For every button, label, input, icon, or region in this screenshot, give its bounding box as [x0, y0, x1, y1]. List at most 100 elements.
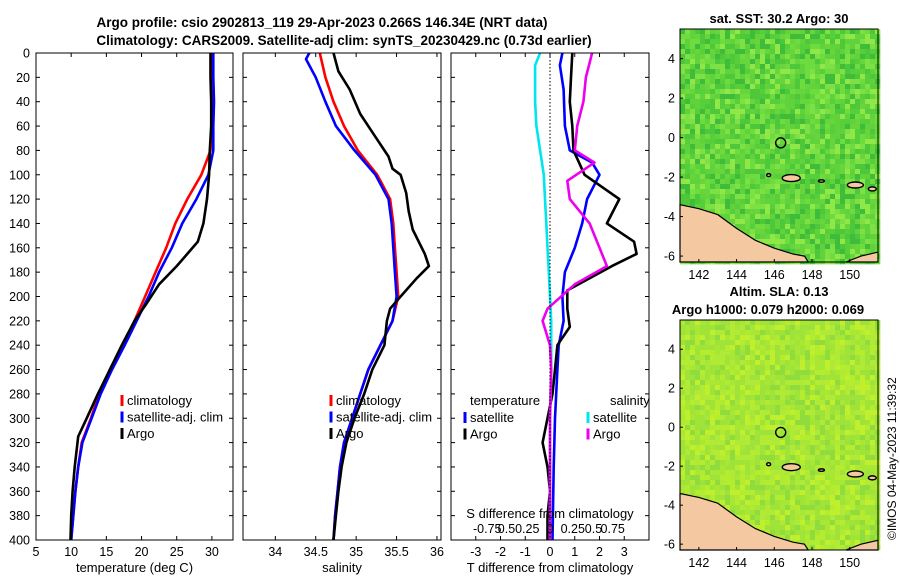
map-cell — [850, 144, 856, 150]
map-cell — [825, 234, 831, 240]
map-cell — [820, 254, 826, 260]
map-cell — [695, 159, 701, 165]
map-cell — [835, 425, 841, 431]
map-cell — [730, 495, 736, 501]
map-cell — [725, 385, 731, 391]
map-cell — [780, 194, 786, 200]
map-cell — [780, 355, 786, 361]
map-cell — [785, 450, 791, 456]
map-cell — [715, 49, 721, 55]
map-cell — [845, 204, 851, 210]
map-cell — [700, 129, 706, 135]
map-cell — [755, 149, 761, 155]
map-cell — [830, 425, 836, 431]
map-cell — [805, 435, 811, 441]
map-cell — [835, 159, 841, 165]
map-cell — [810, 94, 816, 100]
map-cell — [725, 400, 731, 406]
map-cell — [770, 395, 776, 401]
map-cell — [725, 194, 731, 200]
map-cell — [710, 480, 716, 486]
map-cell — [805, 189, 811, 195]
map-cell — [720, 435, 726, 441]
map-cell — [815, 515, 821, 521]
map-cell — [825, 470, 831, 476]
map-cell — [760, 224, 766, 230]
series-line-temperature-argo — [541, 53, 638, 540]
map-cell — [765, 44, 771, 50]
map-cell — [705, 455, 711, 461]
map-cell — [690, 74, 696, 80]
map-cell — [845, 450, 851, 456]
map-cell — [730, 330, 736, 336]
map-cell — [750, 395, 756, 401]
map-cell — [740, 340, 746, 346]
map-cell — [765, 410, 771, 416]
series-line-argo — [332, 53, 431, 540]
map-cell — [855, 510, 861, 516]
map-cell — [720, 415, 726, 421]
legend-label: Argo — [336, 426, 363, 441]
map-cell — [685, 460, 691, 466]
map-cell — [785, 144, 791, 150]
map-cell — [690, 129, 696, 135]
map-cell — [815, 470, 821, 476]
map-cell — [775, 435, 781, 441]
map-cell — [690, 345, 696, 351]
map-cell — [850, 209, 856, 215]
map-cell — [790, 480, 796, 486]
map-cell — [690, 189, 696, 195]
map-cell — [685, 390, 691, 396]
map-cell — [765, 144, 771, 150]
map-cell — [800, 239, 806, 245]
map-cell — [865, 129, 871, 135]
map-cell — [740, 450, 746, 456]
map-cell — [745, 375, 751, 381]
map-cell — [835, 520, 841, 526]
map-cell — [785, 475, 791, 481]
map-cell — [730, 164, 736, 170]
map-cell — [745, 480, 751, 486]
map-cell — [720, 495, 726, 501]
map-cell — [770, 330, 776, 336]
map-cell — [750, 500, 756, 506]
map-cell — [770, 475, 776, 481]
map-cell — [825, 400, 831, 406]
map-cell — [785, 530, 791, 536]
map-cell — [775, 485, 781, 491]
map-cell — [855, 390, 861, 396]
map-cell — [840, 89, 846, 95]
map-cell — [730, 395, 736, 401]
map-cell — [865, 385, 871, 391]
map-cell — [840, 365, 846, 371]
map-cell — [800, 390, 806, 396]
map-cell — [865, 124, 871, 130]
map-cell — [815, 254, 821, 260]
map-cell — [820, 229, 826, 235]
map-cell — [730, 500, 736, 506]
map-cell — [745, 119, 751, 125]
map-cell — [755, 510, 761, 516]
map-cell — [815, 149, 821, 155]
map-cell — [870, 460, 876, 466]
map-cell — [815, 355, 821, 361]
map-cell — [835, 144, 841, 150]
argo-position-marker — [774, 426, 787, 439]
map-cell — [690, 450, 696, 456]
map-cell — [740, 435, 746, 441]
map-cell — [810, 330, 816, 336]
map-cell — [810, 184, 816, 190]
map-cell — [790, 119, 796, 125]
map-cell — [770, 209, 776, 215]
map-cell — [805, 480, 811, 486]
s-tick-label: 0.5 — [498, 522, 515, 536]
map-cell — [865, 475, 871, 481]
map-cell — [735, 89, 741, 95]
map-cell — [865, 39, 871, 45]
map-cell — [810, 149, 816, 155]
map-cell — [710, 410, 716, 416]
map-cell — [770, 530, 776, 536]
map-cell — [815, 234, 821, 240]
map-cell — [720, 490, 726, 496]
map-cell — [720, 410, 726, 416]
